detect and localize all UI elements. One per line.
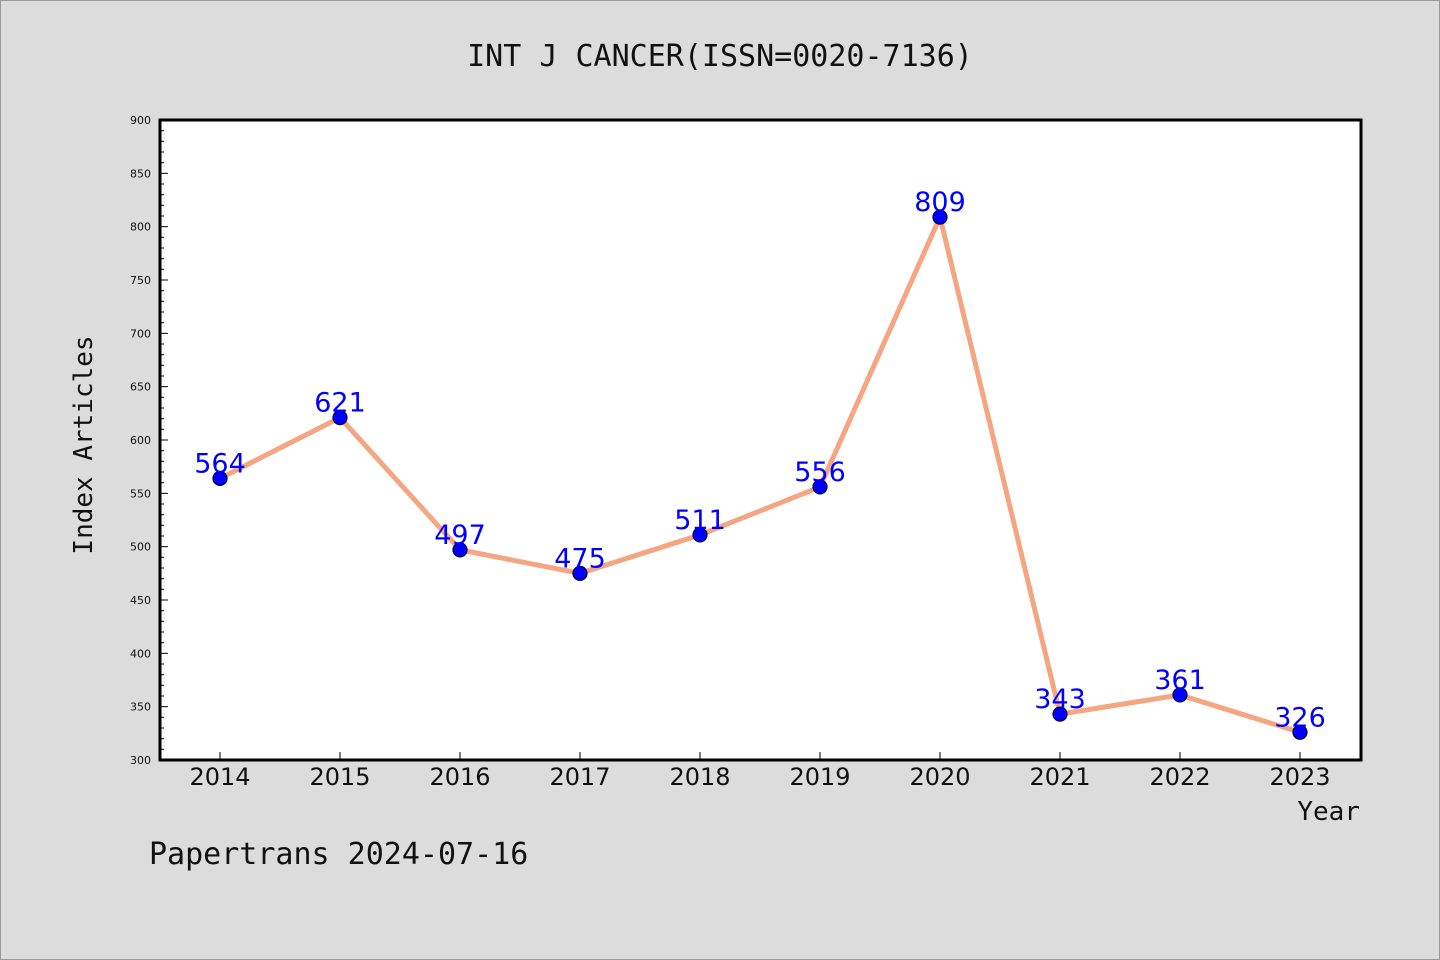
- data-label: 564: [194, 448, 246, 479]
- data-label: 475: [554, 543, 606, 574]
- data-labels: 564 621 497 475 511 556 809 343 361 326: [194, 187, 1326, 733]
- y-axis: 300 350 400 450 500 550 600 650 700 750 800 850 900: [130, 114, 168, 767]
- x-tick-label: 2016: [429, 763, 490, 791]
- y-tick-label: 350: [130, 701, 151, 714]
- data-point: [452, 542, 468, 558]
- data-point: [1292, 724, 1308, 740]
- data-label: 809: [914, 187, 966, 218]
- x-tick-label: 2015: [309, 763, 370, 791]
- chart-title: INT J CANCER(ISSN=0020-7136): [467, 39, 973, 74]
- series-layer: [212, 209, 1308, 740]
- x-axis-label: Year: [1297, 797, 1360, 827]
- x-tick-label: 2018: [669, 763, 730, 791]
- y-tick-label: 400: [130, 647, 151, 660]
- data-label: 621: [314, 388, 366, 419]
- x-tick-label: 2020: [909, 763, 970, 791]
- x-tick-label: 2022: [1149, 763, 1210, 791]
- y-tick-label: 500: [130, 541, 151, 554]
- watermark-text: Papertrans 2024-07-16: [149, 837, 528, 872]
- data-point: [212, 470, 228, 486]
- y-tick-label: 900: [130, 114, 151, 127]
- series-line: [217, 214, 1303, 735]
- y-tick-label: 300: [130, 754, 151, 767]
- data-label: 343: [1034, 684, 1086, 715]
- data-point: [332, 410, 348, 426]
- data-label: 556: [794, 457, 846, 488]
- data-point: [1052, 706, 1068, 722]
- data-label: 511: [674, 505, 726, 536]
- data-point: [572, 565, 588, 581]
- data-point: [692, 527, 708, 543]
- y-tick-label: 700: [130, 327, 151, 340]
- x-tick-label: 2023: [1269, 763, 1330, 791]
- y-tick-label: 850: [130, 167, 151, 180]
- y-tick-label: 750: [130, 274, 151, 287]
- x-axis: 2014 2015 2016 2017 2018 2019 2020 2021 2022 2023: [189, 752, 1331, 791]
- y-tick-label: 600: [130, 434, 151, 447]
- y-tick-label: 800: [130, 221, 151, 234]
- y-tick-label: 650: [130, 381, 151, 394]
- data-point: [1172, 687, 1188, 703]
- data-label: 326: [1274, 702, 1326, 733]
- data-point: [812, 479, 828, 495]
- y-axis-label: Index Articles: [69, 335, 99, 554]
- y-tick-label: 550: [130, 487, 151, 500]
- x-tick-label: 2014: [189, 763, 250, 791]
- x-tick-label: 2019: [789, 763, 850, 791]
- y-tick-label: 450: [130, 594, 151, 607]
- data-label: 497: [434, 520, 486, 551]
- x-tick-label: 2021: [1029, 763, 1090, 791]
- data-point: [932, 209, 948, 225]
- x-tick-label: 2017: [549, 763, 610, 791]
- data-label: 361: [1154, 665, 1206, 696]
